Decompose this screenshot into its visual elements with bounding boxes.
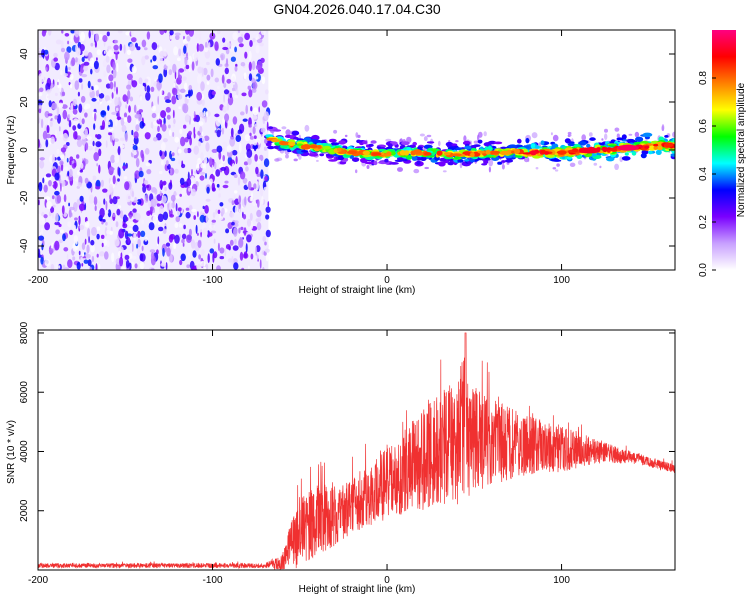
colorbar-tick-label: 0.2 [698,215,709,229]
colorbar-gradient [712,30,736,270]
snr-y-tick-label: 6000 [19,381,30,404]
noise-region [38,30,271,270]
snr-y-label: SNR (10 * v/v) [6,420,17,484]
snr-y-tick-label: 4000 [19,440,30,463]
colorbar-label: Normalized spectral amplitude [736,82,747,217]
colorbar-tick-label: 0.6 [698,119,709,133]
colorbar-tick-label: 0.4 [698,167,709,181]
spectrogram-y-tick-label: 0 [19,147,30,153]
snr-x-tick-label: 100 [553,575,570,586]
colorbar-tick-label: 0.0 [698,263,709,277]
colorbar-ticks: 0.0 0.2 0.4 0.6 0.8 [698,71,716,277]
snr-ticks: -200 -100 0 100 2000 4000 6000 8000 [19,321,675,586]
colorbar-tick-label: 0.8 [698,71,709,85]
snr-x-tick-label: 0 [384,575,390,586]
snr-x-tick-label: -200 [28,575,48,586]
figure-title: GN04.2026.040.17.04.C30 [273,1,441,17]
snr-x-tick-label: -100 [203,575,223,586]
spectrogram-y-label: Frequency (Hz) [6,116,17,185]
spectrogram-y-tick-label: -40 [19,238,30,253]
spectrogram-x-label: Height of straight line (km) [299,285,416,296]
snr-panel: -200 -100 0 100 2000 4000 6000 8000 Height of s… [6,321,676,595]
snr-x-label: Height of straight line (km) [299,584,416,595]
spectrogram-x-tick-label: -100 [203,275,223,286]
spectrogram-x-tick-label: -200 [28,275,48,286]
snr-y-tick-label: 2000 [19,499,30,522]
spectrogram-y-tick-label: 20 [19,96,30,108]
spectrogram-y-tick-label: -20 [19,190,30,205]
spectrogram-x-tick-label: 100 [553,275,570,286]
snr-series-line [38,332,675,570]
signal-band [264,124,675,174]
spectrogram-y-tick-label: 40 [19,48,30,60]
colorbar: 0.0 0.2 0.4 0.6 0.8 Normalized spectral ampl… [698,30,747,277]
spectrogram-x-tick-label: 0 [384,275,390,286]
snr-frame [37,329,676,571]
snr-y-tick-label: 8000 [19,321,30,344]
